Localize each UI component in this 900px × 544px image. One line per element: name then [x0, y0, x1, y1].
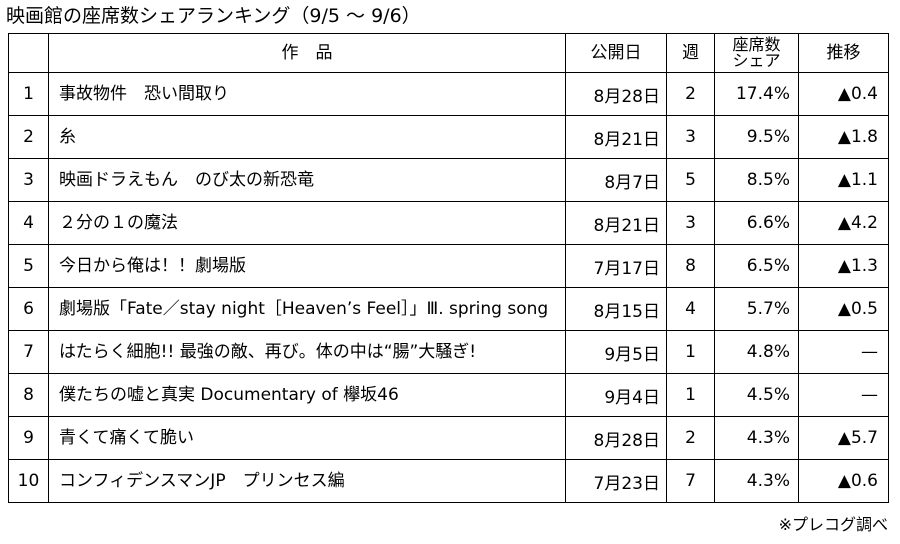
table-row: 4 ２分の１の魔法 8月21日 3 6.6% ▲4.2	[8, 201, 889, 245]
trend-cell: ▲0.5	[798, 287, 889, 331]
week-cell: 7	[666, 459, 715, 503]
week-cell: 8	[666, 244, 715, 288]
rank-cell: 4	[8, 201, 49, 245]
week-cell: 2	[666, 416, 715, 460]
table-row: 10 コンフィデンスマンJP プリンセス編 7月23日 7 4.3% ▲0.6	[8, 459, 889, 503]
title-cell: コンフィデンスマンJP プリンセス編	[48, 459, 566, 503]
week-cell: 2	[666, 72, 715, 116]
share-cell: 4.8%	[714, 330, 799, 374]
rank-cell: 3	[8, 158, 49, 202]
share-cell: 4.5%	[714, 373, 799, 417]
header-share: 座席数 シェア	[714, 33, 799, 73]
header-trend: 推移	[798, 33, 889, 73]
ranking-table: 作 品 公開日 週 座席数 シェア 推移 1 事故物件 恐い間取り 8月28日 …	[8, 33, 889, 503]
table-row: 3 映画ドラえもん のび太の新恐竜 8月7日 5 8.5% ▲1.1	[8, 158, 889, 202]
table-row: 6 劇場版「Fate／stay night［Heaven’s Feel］」Ⅲ. …	[8, 287, 889, 331]
week-cell: 3	[666, 201, 715, 245]
rank-cell: 1	[8, 72, 49, 116]
trend-cell: —	[798, 330, 889, 374]
table-row: 2 糸 8月21日 3 9.5% ▲1.8	[8, 115, 889, 159]
header-share-line1: 座席数	[732, 35, 781, 54]
header-title: 作 品	[48, 33, 566, 73]
rank-cell: 9	[8, 416, 49, 460]
trend-cell: ▲1.3	[798, 244, 889, 288]
trend-cell: —	[798, 373, 889, 417]
header-rank	[8, 33, 49, 73]
source-note: ※プレコグ調べ	[778, 515, 888, 534]
rank-cell: 6	[8, 287, 49, 331]
rank-cell: 7	[8, 330, 49, 374]
table-row: 8 僕たちの嘘と真実 Documentary of 欅坂46 9月4日 1 4.…	[8, 373, 889, 417]
table-row: 9 青くて痛くて脆い 8月28日 2 4.3% ▲5.7	[8, 416, 889, 460]
share-cell: 9.5%	[714, 115, 799, 159]
title-cell: 事故物件 恐い間取り	[48, 72, 566, 116]
release-cell: 7月17日	[565, 244, 667, 288]
share-cell: 6.6%	[714, 201, 799, 245]
trend-cell: ▲1.8	[798, 115, 889, 159]
title-cell: 映画ドラえもん のび太の新恐竜	[48, 158, 566, 202]
week-cell: 1	[666, 373, 715, 417]
release-cell: 8月28日	[565, 72, 667, 116]
trend-cell: ▲5.7	[798, 416, 889, 460]
release-cell: 8月21日	[565, 201, 667, 245]
trend-cell: ▲4.2	[798, 201, 889, 245]
share-cell: 4.3%	[714, 416, 799, 460]
title-cell: はたらく細胞!! 最強の敵、再び。体の中は“腸”大騒ぎ!	[48, 330, 566, 374]
share-cell: 5.7%	[714, 287, 799, 331]
release-cell: 8月28日	[565, 416, 667, 460]
title-cell: 青くて痛くて脆い	[48, 416, 566, 460]
release-cell: 8月21日	[565, 115, 667, 159]
header-week: 週	[666, 33, 715, 73]
trend-cell: ▲0.6	[798, 459, 889, 503]
table-header-row: 作 品 公開日 週 座席数 シェア 推移	[8, 33, 889, 73]
share-cell: 6.5%	[714, 244, 799, 288]
release-cell: 9月5日	[565, 330, 667, 374]
release-cell: 9月4日	[565, 373, 667, 417]
title-cell: ２分の１の魔法	[48, 201, 566, 245]
table-row: 1 事故物件 恐い間取り 8月28日 2 17.4% ▲0.4	[8, 72, 889, 116]
title-cell: 劇場版「Fate／stay night［Heaven’s Feel］」Ⅲ. sp…	[48, 287, 566, 331]
header-release: 公開日	[565, 33, 667, 73]
trend-cell: ▲1.1	[798, 158, 889, 202]
week-cell: 1	[666, 330, 715, 374]
table-row: 7 はたらく細胞!! 最強の敵、再び。体の中は“腸”大騒ぎ! 9月5日 1 4.…	[8, 330, 889, 374]
release-cell: 8月7日	[565, 158, 667, 202]
table-row: 5 今日から俺は！！劇場版 7月17日 8 6.5% ▲1.3	[8, 244, 889, 288]
week-cell: 4	[666, 287, 715, 331]
rank-cell: 10	[8, 459, 49, 503]
rank-cell: 5	[8, 244, 49, 288]
rank-cell: 2	[8, 115, 49, 159]
release-cell: 8月15日	[565, 287, 667, 331]
header-share-line2: シェア	[732, 51, 781, 70]
week-cell: 5	[666, 158, 715, 202]
title-cell: 糸	[48, 115, 566, 159]
share-cell: 8.5%	[714, 158, 799, 202]
share-cell: 17.4%	[714, 72, 799, 116]
trend-cell: ▲0.4	[798, 72, 889, 116]
rank-cell: 8	[8, 373, 49, 417]
week-cell: 3	[666, 115, 715, 159]
title-cell: 僕たちの嘘と真実 Documentary of 欅坂46	[48, 373, 566, 417]
page-title: 映画館の座席数シェアランキング（9/5 ～ 9/6）	[6, 5, 421, 27]
release-cell: 7月23日	[565, 459, 667, 503]
title-cell: 今日から俺は！！劇場版	[48, 244, 566, 288]
share-cell: 4.3%	[714, 459, 799, 503]
